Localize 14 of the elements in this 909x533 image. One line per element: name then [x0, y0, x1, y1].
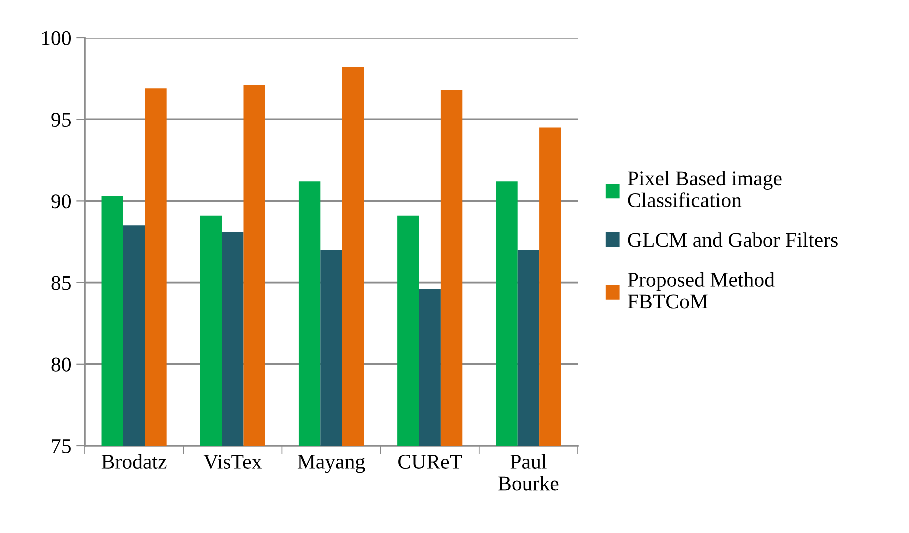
y-tick-label: 95 — [52, 113, 71, 128]
x-tick-label: Brodatz — [102, 454, 167, 469]
y-tick-label: 75 — [52, 440, 71, 454]
x-tick-label: Mayang — [298, 455, 366, 474]
legend-label: GLCM and Gabor Filters — [628, 232, 838, 248]
x-tick-label: VisTex — [204, 454, 262, 470]
legend-label: Proposed Method FBTCoM — [628, 272, 775, 309]
y-tick-label: 80 — [52, 358, 72, 372]
legend-label: Pixel Based image Classification — [628, 171, 782, 208]
y-tick-label: 90 — [52, 194, 72, 209]
y-tick-label: 85 — [52, 276, 71, 290]
y-tick-label: 100 — [42, 31, 72, 46]
x-tick-label: CUReT — [398, 454, 462, 469]
x-tick-label: Paul Bourke — [498, 454, 559, 491]
